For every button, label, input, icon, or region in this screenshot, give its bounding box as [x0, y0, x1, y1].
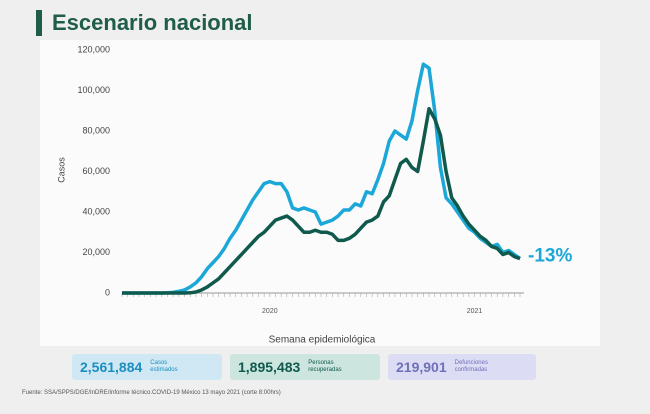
y-tick-label: 60,000: [82, 166, 110, 176]
title-bar: [36, 10, 42, 36]
y-tick-label: 0: [105, 287, 110, 297]
y-tick-label: 20,000: [82, 247, 110, 257]
stat-value: 2,561,884: [80, 359, 143, 375]
stat-label: Casos estimados: [150, 360, 178, 373]
x-tick-label: 2020: [262, 308, 278, 315]
y-tick-label: 40,000: [82, 206, 110, 216]
y-tick-label: 80,000: [82, 125, 110, 135]
stat-label: Defunciones confirmadas: [454, 360, 488, 373]
source: Fuente: SSA/SPPS/DGE/InDRE/Informe técni…: [22, 390, 281, 396]
y-tick-label: 120,000: [77, 44, 110, 54]
stat-value: 219,901: [396, 359, 447, 375]
stat-box: 2,561,884 Casos estimados: [72, 354, 222, 380]
x-axis-label: Semana epidemiológica: [269, 335, 376, 346]
y-axis-label: Casos: [56, 157, 66, 183]
stat-value: 1,895,483: [238, 359, 301, 375]
y-tick-label: 100,000: [77, 85, 110, 95]
stat-box: 219,901 Defunciones confirmadas: [388, 354, 536, 380]
title: Escenario nacional: [52, 10, 253, 35]
series-line: [122, 62, 522, 295]
annotation: -13%: [528, 246, 572, 267]
stat-box: 1,895,483 Personas recuperadas: [230, 354, 380, 380]
x-tick-label: 2021: [467, 308, 483, 315]
stat-label: Personas recuperadas: [308, 360, 342, 373]
series-line: [122, 106, 521, 295]
